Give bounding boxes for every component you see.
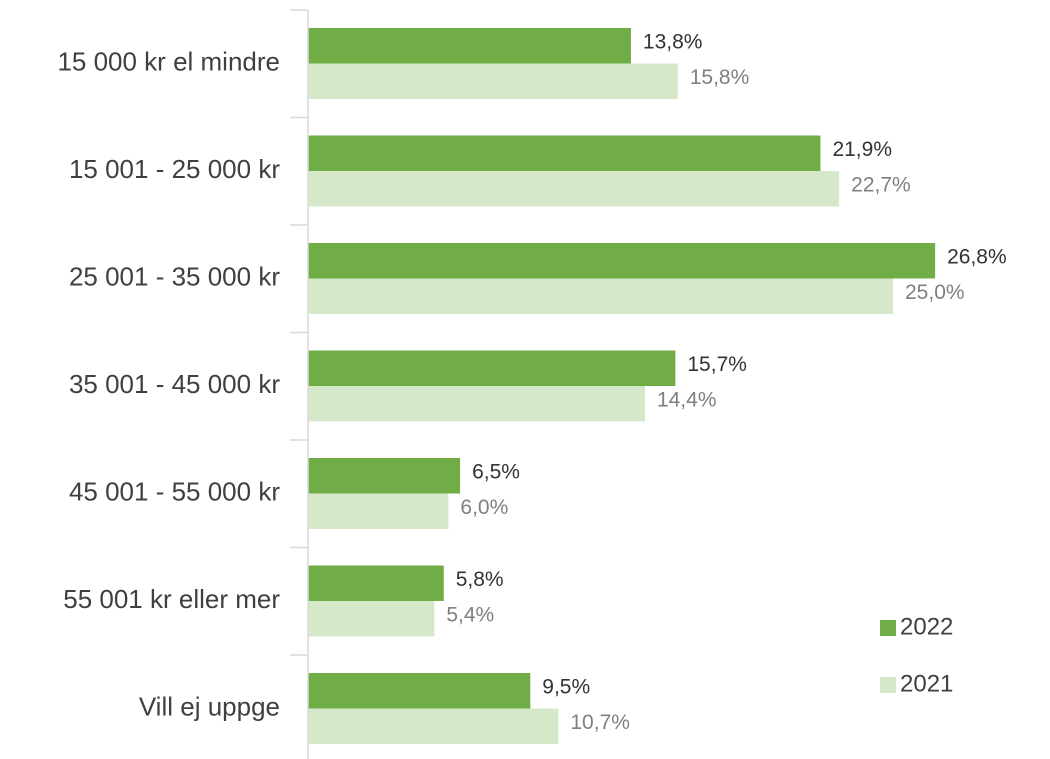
value-label: 10,7%: [570, 711, 630, 734]
value-label: 15,7%: [687, 353, 747, 376]
category-label: 45 001 - 55 000 kr: [69, 477, 280, 507]
legend-swatch: [880, 677, 896, 693]
bar: [308, 708, 559, 744]
value-label: 5,4%: [446, 603, 494, 626]
value-label: 9,5%: [542, 675, 590, 698]
bar: [308, 278, 893, 314]
category-label: 55 001 kr eller mer: [63, 584, 280, 614]
bar: [308, 171, 840, 207]
category-label: 25 001 - 35 000 kr: [69, 262, 280, 292]
bar: [308, 493, 449, 529]
value-label: 14,4%: [657, 388, 717, 411]
value-label: 13,8%: [643, 30, 703, 53]
bar: [308, 386, 645, 422]
legend-label: 2022: [900, 613, 953, 640]
category-label: 35 001 - 45 000 kr: [69, 369, 280, 399]
value-label: 6,0%: [460, 496, 508, 519]
bar: [308, 565, 444, 601]
category-label: 15 000 kr el mindre: [57, 47, 280, 77]
value-label: 15,8%: [690, 66, 750, 89]
value-label: 6,5%: [472, 460, 520, 483]
bar: [308, 28, 631, 64]
bar: [308, 458, 461, 494]
bar: [308, 601, 435, 637]
value-label: 22,7%: [851, 173, 911, 196]
category-label: Vill ej uppge: [139, 692, 280, 722]
bar: [308, 243, 936, 279]
value-label: 26,8%: [947, 245, 1007, 268]
bar: [308, 673, 531, 709]
value-label: 21,9%: [832, 138, 892, 161]
bar: [308, 135, 821, 171]
bar: [308, 63, 678, 99]
category-label: 15 001 - 25 000 kr: [69, 154, 280, 184]
legend-swatch: [880, 620, 896, 636]
value-label: 5,8%: [456, 568, 504, 591]
bar: [308, 350, 676, 386]
legend-label: 2021: [900, 670, 953, 697]
value-label: 25,0%: [905, 281, 965, 304]
